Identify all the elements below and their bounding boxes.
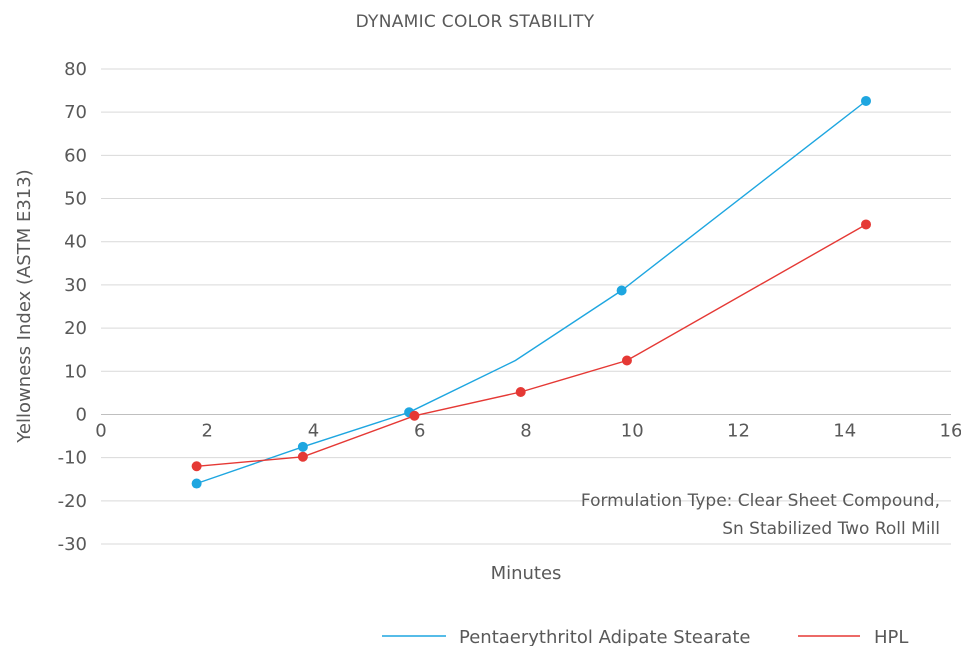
- x-tick-label: 0: [95, 420, 106, 441]
- grid: [101, 68, 951, 545]
- data-point: [861, 219, 871, 230]
- data-point: [621, 355, 632, 366]
- x-tick-label: 16: [940, 420, 961, 441]
- data-point: [515, 387, 526, 397]
- data-point: [616, 285, 627, 296]
- x-tick-label: 10: [621, 420, 644, 441]
- y-tick-label: 30: [64, 275, 87, 296]
- y-tick-label: 40: [64, 232, 87, 253]
- annotation-line-2: Sn Stabilized Two Roll Mill: [722, 519, 940, 539]
- data-point: [191, 478, 202, 489]
- legend-item-2: HPL: [798, 627, 908, 646]
- y-tick-label: 10: [64, 361, 87, 382]
- series-1: [191, 95, 871, 489]
- x-tick-label: 2: [202, 420, 213, 441]
- chart-title: DYNAMIC COLOR STABILITY: [356, 12, 595, 32]
- legend-item-1: Pentaerythritol Adipate Stearate: [382, 627, 750, 646]
- x-tick-label: 12: [727, 420, 750, 441]
- x-tick-label: 4: [308, 420, 319, 441]
- x-axis-ticks: 0 2 4 6 8 10 12 14 16: [95, 420, 961, 441]
- y-tick-label: -10: [58, 448, 87, 469]
- x-axis-label: Minutes: [491, 563, 562, 584]
- y-axis-label: Yellowness Index (ASTM E313): [14, 169, 35, 443]
- annotation-line-1: Formulation Type: Clear Sheet Compound,: [581, 491, 940, 511]
- series-line: [196, 100, 867, 485]
- x-tick-label: 14: [833, 420, 856, 441]
- y-tick-label: -20: [58, 491, 87, 512]
- data-point: [191, 461, 202, 472]
- y-tick-label: 70: [64, 102, 87, 123]
- series-2: [191, 219, 871, 472]
- legend-label: HPL: [874, 627, 908, 646]
- y-tick-label: 80: [64, 59, 87, 80]
- y-axis-ticks: 80 70 60 50 40 30 20 10 0 -10 -20 -30: [58, 59, 87, 555]
- data-point: [297, 441, 308, 452]
- x-tick-label: 6: [414, 420, 425, 441]
- y-tick-label: 0: [76, 404, 87, 425]
- x-tick-label: 8: [520, 420, 531, 441]
- legend-label: Pentaerythritol Adipate Stearate: [459, 627, 750, 646]
- data-point: [861, 95, 871, 106]
- y-tick-label: 60: [64, 145, 87, 166]
- data-point: [297, 451, 308, 462]
- series: [191, 95, 871, 489]
- y-tick-label: 20: [64, 318, 87, 339]
- legend: Pentaerythritol Adipate Stearate HPL: [382, 627, 908, 646]
- y-tick-label: -30: [58, 534, 87, 555]
- data-point: [409, 410, 420, 421]
- series-line: [196, 223, 867, 467]
- y-tick-label: 50: [64, 189, 87, 210]
